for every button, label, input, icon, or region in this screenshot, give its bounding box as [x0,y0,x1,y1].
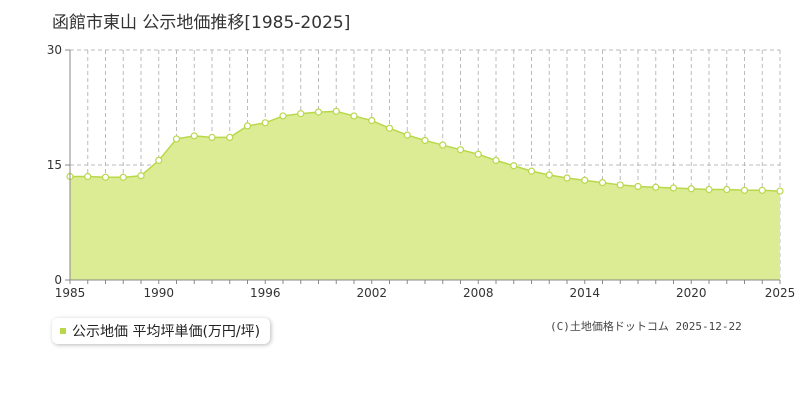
data-point [740,186,749,194]
data-point [261,119,269,127]
data-point [243,122,252,130]
chart-title: 函館市東山 公示地価推移[1985-2025] [52,13,351,33]
data-point [776,187,784,195]
x-tick-label: 2008 [463,286,494,300]
data-point [385,124,394,132]
legend-label: 公示地価 平均坪単価(万円/坪) [72,324,261,340]
data-point [652,183,660,191]
data-point [634,182,642,191]
legend: 公示地価 平均坪単価(万円/坪) [52,318,271,344]
data-point [279,112,287,120]
data-point [492,156,500,164]
data-point [669,184,678,192]
data-point [368,116,376,125]
data-point [510,162,518,170]
data-point [314,108,323,116]
x-tick-label: 1990 [143,286,174,300]
y-tick-label: 0 [54,273,62,287]
data-point [439,141,447,149]
data-point [687,185,695,193]
data-point [723,185,731,194]
data-point [101,173,110,181]
data-point [403,131,411,139]
data-point [119,173,127,181]
data-point [421,136,429,145]
data-point [350,112,358,120]
data-point [456,146,465,154]
data-point [527,167,536,175]
y-tick-label: 15 [47,158,62,172]
data-point [758,186,766,194]
data-point [155,156,163,164]
x-tick-label: 2014 [569,286,600,300]
legend-swatch-icon [60,328,66,334]
data-point [172,135,181,143]
series-area [70,111,780,280]
x-tick-label: 1996 [250,286,281,300]
x-tick-label: 1985 [55,286,86,300]
data-point [84,172,92,181]
data-point [190,132,198,140]
data-point [137,172,145,180]
data-point [563,174,571,182]
data-point [332,107,340,115]
x-tick-label: 2002 [356,286,387,300]
data-point [616,181,624,189]
x-tick-label: 2020 [676,286,707,300]
data-point [208,133,216,141]
data-point [545,171,553,179]
y-tick-label: 30 [47,43,62,57]
data-point [581,176,589,184]
data-point [226,133,234,141]
data-point [474,150,482,158]
x-tick-label: 2025 [765,286,796,300]
copyright-text: (C)土地価格ドットコム 2025-12-22 [550,320,742,333]
data-point [705,185,713,194]
data-point [598,179,607,187]
data-point [297,110,305,118]
